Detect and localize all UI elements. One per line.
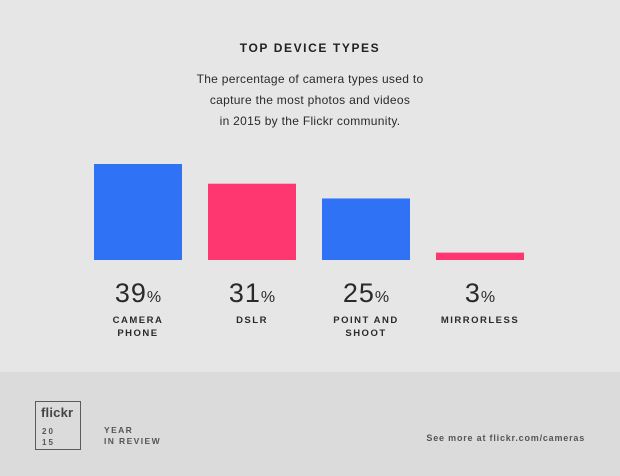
value-number: 31 <box>229 278 261 308</box>
value-number: 3 <box>465 278 481 308</box>
category-label: PHONE <box>117 328 158 339</box>
subtitle-line: capture the most photos and videos <box>209 93 411 107</box>
value-label: 3% <box>465 278 495 308</box>
year-review-line: YEAR <box>104 425 134 435</box>
logo-year: 20 15 <box>42 426 55 448</box>
subtitle-line: The percentage of camera types used to <box>196 72 424 86</box>
value-label: 31% <box>229 278 275 308</box>
logo-wordmark: flickr <box>41 405 74 420</box>
bar-chart: 39% CAMERA PHONE 31% DSLR 25% POINT AND SHOOT 3%… <box>94 164 524 339</box>
see-more-link[interactable]: See more at flickr.com/cameras <box>426 433 585 443</box>
subtitle-line: in 2015 by the Flickr community. <box>219 114 401 128</box>
bar <box>322 198 410 260</box>
bar <box>436 252 524 260</box>
value-percent-sign: % <box>481 289 495 306</box>
category-label: SHOOT <box>345 328 386 339</box>
value-percent-sign: % <box>375 289 389 306</box>
value-number: 39 <box>115 278 147 308</box>
chart-subtitle: The percentage of camera types used to c… <box>0 69 620 132</box>
category-label: POINT AND <box>333 315 398 326</box>
category-label: MIRRORLESS <box>441 315 519 326</box>
value-number: 25 <box>343 278 375 308</box>
flickr-logo[interactable]: flickr 20 15 <box>35 401 81 450</box>
category-label: CAMERA <box>113 315 164 326</box>
logo-year-line: 15 <box>42 438 55 447</box>
footer: flickr 20 15 YEAR IN REVIEW See more at … <box>0 372 620 476</box>
bar <box>208 183 296 260</box>
value-percent-sign: % <box>147 289 161 306</box>
chart-title: TOP DEVICE TYPES <box>239 41 381 55</box>
value-label: 25% <box>343 278 389 308</box>
infographic-main: TOP DEVICE TYPES The percentage of camer… <box>0 41 620 339</box>
year-in-review-label: YEAR IN REVIEW <box>104 425 161 447</box>
category-label: DSLR <box>236 315 268 326</box>
bar <box>94 164 182 260</box>
logo-year-line: 20 <box>42 427 55 436</box>
value-percent-sign: % <box>261 289 275 306</box>
value-label: 39% <box>115 278 161 308</box>
year-review-line: IN REVIEW <box>104 436 161 446</box>
